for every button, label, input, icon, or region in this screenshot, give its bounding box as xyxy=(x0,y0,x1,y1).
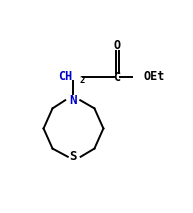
Text: C: C xyxy=(113,71,120,84)
Text: 2: 2 xyxy=(79,76,84,85)
Text: O: O xyxy=(113,39,120,52)
Text: OEt: OEt xyxy=(144,70,165,83)
Text: CH: CH xyxy=(58,70,73,83)
Text: S: S xyxy=(70,150,77,163)
Text: N: N xyxy=(70,94,77,107)
